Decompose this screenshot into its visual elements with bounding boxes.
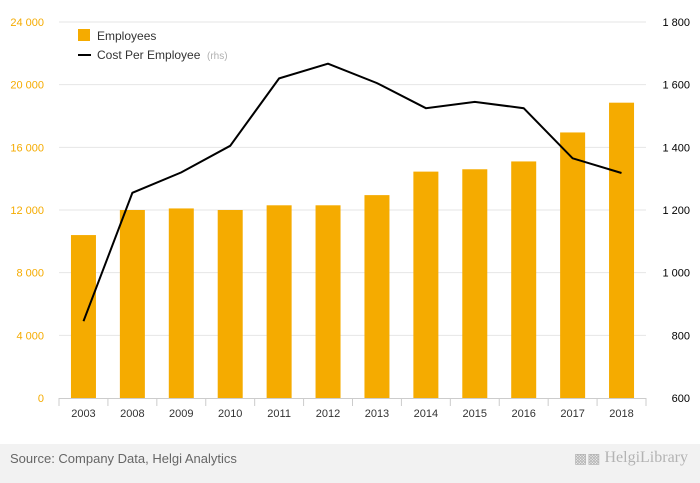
bar-2015 [462, 169, 488, 398]
bar-2009 [168, 208, 194, 398]
x-tick-label-2018: 2018 [609, 408, 633, 420]
left-tick-label-6: 24 000 [10, 17, 44, 29]
left-tick-label-0: 0 [38, 393, 44, 405]
brand-name: HelgiLibrary [604, 449, 688, 466]
legend-cost-rhs-note: (rhs) [207, 51, 228, 62]
bar-2014 [413, 171, 439, 398]
legend-cost-label: Cost Per Employee [97, 48, 201, 62]
bar-2016 [511, 161, 537, 398]
x-tick-label-2003: 2003 [71, 408, 95, 420]
x-tick-label-2017: 2017 [560, 408, 584, 420]
x-tick-label-2008: 2008 [120, 408, 144, 420]
right-tick-label-0: 600 [672, 393, 690, 405]
employees-bars [70, 102, 635, 398]
source-note: Source: Company Data, Helgi Analytics [10, 451, 237, 466]
x-tick-label-2009: 2009 [169, 408, 193, 420]
left-tick-label-2: 8 000 [16, 268, 44, 280]
right-tick-label-5: 1 600 [662, 80, 690, 92]
x-tick-label-2011: 2011 [267, 408, 291, 420]
x-tick-label-2013: 2013 [365, 408, 389, 420]
footer-bar [0, 444, 700, 483]
bar-2013 [364, 195, 390, 398]
bar-2008 [119, 210, 145, 398]
legend-employees-swatch [78, 29, 90, 41]
legend: Employees Cost Per Employee (rhs) [78, 29, 228, 62]
legend-employees-label: Employees [97, 29, 156, 43]
bar-2012 [315, 205, 341, 398]
bar-2017 [560, 132, 586, 398]
bar-2018 [609, 102, 635, 398]
x-tick-label-2014: 2014 [414, 408, 438, 420]
bar-2003 [70, 235, 96, 398]
helgi-logo-icon: ▩▩ [574, 449, 601, 466]
x-tick-label-2015: 2015 [463, 408, 487, 420]
x-tick-label-2016: 2016 [511, 408, 535, 420]
left-tick-label-4: 16 000 [10, 142, 44, 154]
right-tick-label-4: 1 400 [662, 142, 690, 154]
bar-2011 [266, 205, 292, 398]
combo-chart: 2003 2008 2009 2010 2011 2012 2013 2014 2015 2016… [10, 17, 690, 420]
brand[interactable]: ▩▩ HelgiLibrary [574, 449, 688, 467]
x-axis-ticks: 2003 2008 2009 2010 2011 2012 2013 2014 2015 2016… [58, 398, 647, 420]
gridlines [59, 21, 646, 336]
right-tick-label-6: 1 800 [662, 17, 690, 29]
right-tick-label-3: 1 200 [662, 205, 690, 217]
left-tick-label-1: 4 000 [16, 330, 44, 342]
bar-2010 [217, 210, 243, 398]
left-tick-label-3: 12 000 [10, 205, 44, 217]
x-tick-label-2012: 2012 [316, 408, 340, 420]
cost-per-employee-line [82, 62, 622, 322]
left-axis-tick-labels: 0 4 000 8 000 12 000 16 000 20 000 24 000 [10, 17, 44, 405]
x-tick-label-2010: 2010 [218, 408, 242, 420]
left-tick-label-5: 20 000 [10, 80, 44, 92]
right-axis-tick-labels: 600 800 1 000 1 200 1 400 1 600 1 800 [662, 17, 690, 405]
right-tick-label-2: 1 000 [662, 268, 690, 280]
right-tick-label-1: 800 [672, 330, 690, 342]
